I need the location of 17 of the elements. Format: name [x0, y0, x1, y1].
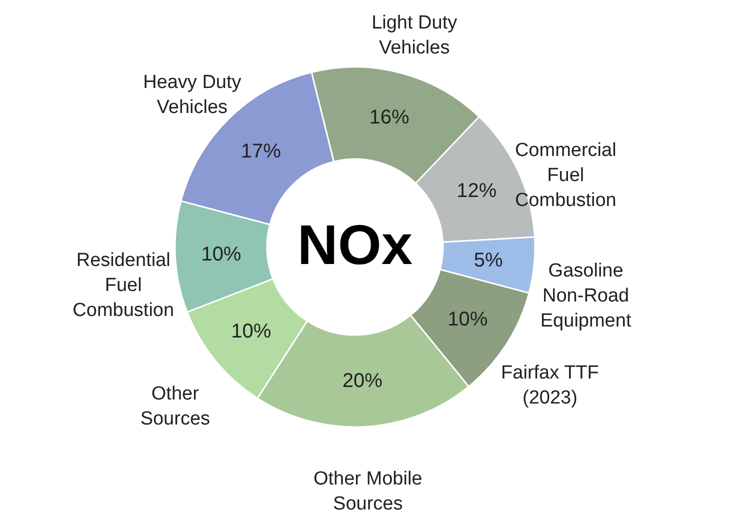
data-label: 20%: [342, 370, 383, 392]
text: NOx: [297, 213, 413, 276]
slice-label: Light Duty Vehicles: [372, 12, 458, 59]
slice-label: Other Mobile Sources: [313, 468, 422, 515]
slice-label: Commercial Fuel Combustion: [514, 140, 616, 211]
data-label: 10%: [231, 320, 272, 343]
data-label: 16%: [369, 106, 410, 128]
slice-label: Gasoline Non-Road Equipment: [540, 260, 632, 332]
slice-label: Fairfax TTF (2023): [501, 362, 599, 409]
slice-label: Heavy Duty Vehicles: [143, 72, 242, 118]
slice-label: Residential Fuel Combustion: [72, 250, 174, 321]
slice-label: Other Sources: [140, 384, 210, 430]
data-label: 5%: [474, 250, 503, 272]
data-label: 10%: [448, 308, 488, 331]
data-label: 10%: [201, 243, 242, 266]
data-label: 17%: [240, 140, 282, 163]
data-label: 12%: [456, 180, 497, 202]
